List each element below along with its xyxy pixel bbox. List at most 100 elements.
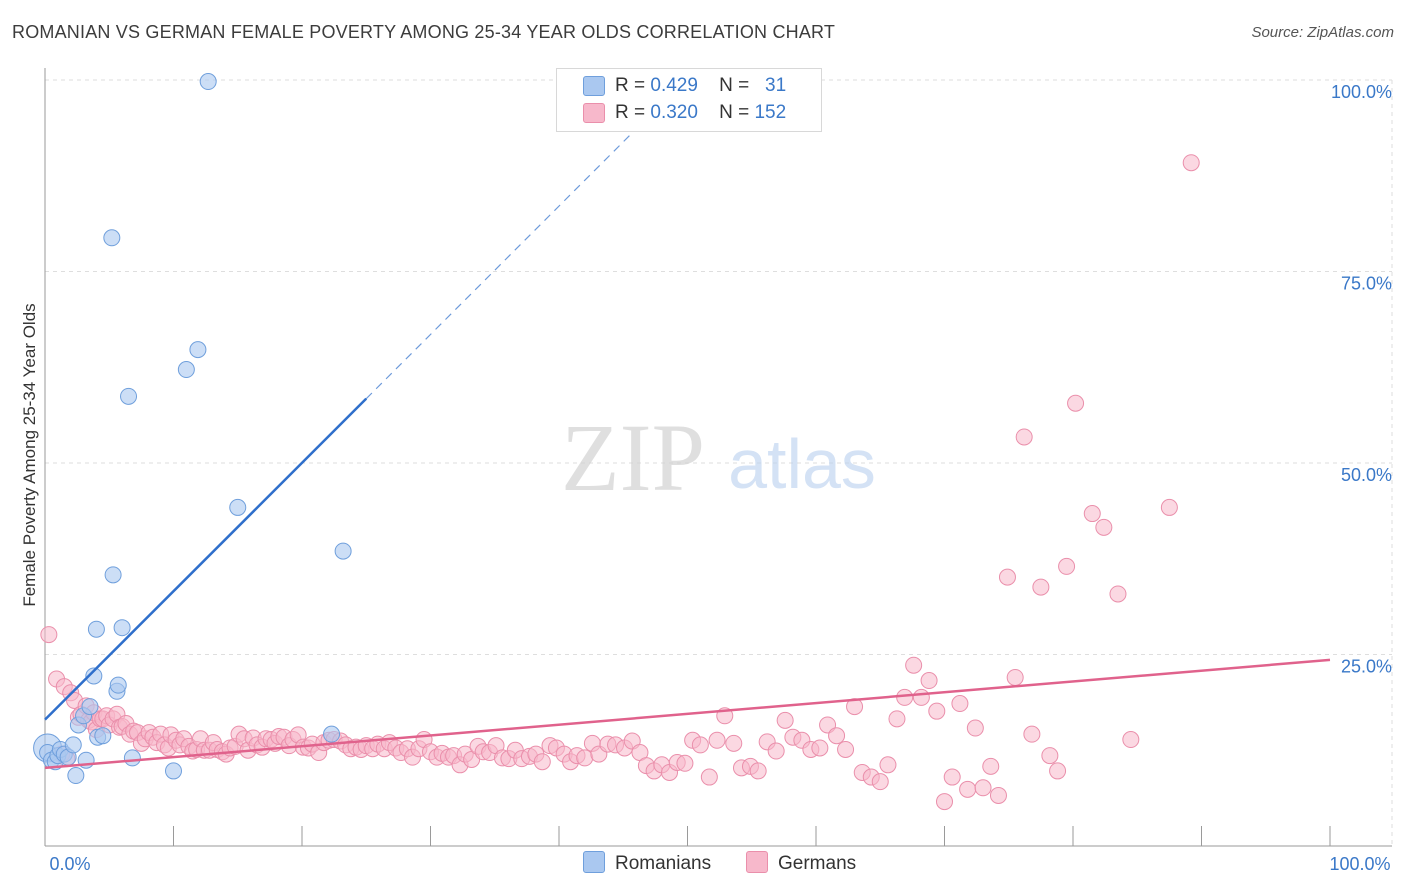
germans-point [1041, 747, 1059, 765]
x-tick-label: 0.0% [49, 854, 90, 874]
germans-point [1182, 154, 1200, 172]
watermark: ZIP atlas [561, 404, 876, 511]
romanians-point [165, 762, 182, 780]
germans-point [1006, 668, 1024, 686]
germans-point [912, 688, 930, 706]
legend-n-value: 31 [765, 75, 787, 96]
bottom-legend-germans: Germans [746, 851, 856, 876]
germans-point [1067, 394, 1085, 412]
germans-point [943, 768, 961, 786]
germans-point [1023, 725, 1041, 743]
chart-title: ROMANIAN VS GERMAN FEMALE POVERTY AMONG … [12, 22, 836, 42]
legend-n-label: N = [719, 75, 750, 96]
romanians-point [199, 73, 217, 91]
germans-point [1049, 762, 1067, 780]
germans-point [676, 754, 694, 772]
legend-r-value: 0.429 [650, 75, 698, 96]
romanians-point [103, 229, 121, 247]
germans-point [1015, 428, 1033, 446]
germans-point [1160, 498, 1178, 516]
bottom-legend-swatch-romanians [583, 851, 605, 873]
germans-point [888, 710, 906, 728]
germans-point [691, 736, 709, 754]
romanians-point [177, 361, 195, 379]
x-tick-label: 100.0% [1329, 854, 1390, 874]
germans-point [40, 626, 58, 644]
bottom-legend-label: Germans [778, 853, 857, 874]
romanians-point [123, 749, 141, 767]
tick-labels: 25.0% 50.0% 75.0% 100.0% 0.0% 100.0% [49, 82, 1392, 874]
germans-point [811, 739, 829, 757]
germans-point [959, 780, 977, 798]
legend-r-label: R = [615, 102, 646, 123]
germans-point [828, 727, 846, 745]
romanians-point [113, 619, 131, 637]
germans-point [837, 740, 855, 758]
bottom-legend-romanians: Romanians [583, 851, 711, 876]
germans-point [1095, 518, 1113, 536]
romanians-point [64, 736, 82, 754]
romanians-point [85, 667, 103, 685]
romanians-point [87, 620, 105, 638]
germans-point [1122, 731, 1140, 749]
germans-point [998, 568, 1016, 586]
germans-point [896, 688, 914, 706]
germans-point [776, 711, 794, 729]
y-tick-label: 100.0% [1331, 82, 1392, 102]
germans-point [871, 773, 889, 791]
germans-point [1083, 505, 1101, 523]
trend-lines [44, 128, 1331, 770]
romanians-point [104, 566, 122, 584]
bottom-legend-label: Romanians [615, 853, 712, 874]
romanians-trend-extension [365, 128, 637, 400]
germans-point [989, 786, 1007, 804]
axes [44, 68, 1392, 847]
legend-r-label: R = [615, 75, 646, 96]
germans-point [1109, 585, 1127, 603]
germans-point [1032, 578, 1050, 596]
germans-point [767, 742, 785, 760]
germans-point [974, 779, 992, 797]
romanians-point [67, 767, 85, 785]
germans-point [1058, 557, 1076, 575]
watermark-zip: ZIP [561, 404, 705, 511]
legend-swatch-romanians [583, 76, 605, 96]
germans-point [533, 753, 551, 771]
romanians-point [229, 498, 247, 516]
romanians-point [94, 727, 112, 745]
germans-trend-line [44, 658, 1331, 770]
chart-source: Source: ZipAtlas.com [1251, 24, 1394, 41]
y-axis-title: Female Poverty Among 25-34 Year Olds [20, 303, 39, 607]
germans-point [576, 749, 594, 767]
bottom-legend-swatch-germans [746, 851, 768, 873]
germans-point [928, 702, 946, 720]
germans-point [700, 768, 718, 786]
y-tick-label: 75.0% [1341, 274, 1392, 294]
germans-point [920, 672, 938, 690]
romanians-points [33, 73, 352, 785]
y-tick-label: 50.0% [1341, 465, 1392, 485]
watermark-atlas: atlas [728, 425, 876, 503]
germans-point [749, 762, 767, 780]
germans-point [936, 793, 953, 811]
legend-r-value: 0.320 [650, 102, 698, 123]
romanians-point [334, 542, 352, 560]
legend-swatch-germans [583, 103, 605, 123]
germans-point [725, 734, 743, 752]
correlation-legend: R = 0.429 N = 31 R = 0.320 N = 152 [556, 68, 822, 132]
romanians-point [323, 725, 341, 743]
germans-point [879, 756, 897, 774]
legend-n-label: N = [719, 102, 750, 123]
legend-n-value: 152 [754, 102, 787, 123]
romanians-point [109, 676, 127, 694]
germans-point [982, 757, 1000, 775]
germans-point [951, 695, 969, 713]
romanians-trend-line [44, 397, 368, 721]
y-tick-label: 25.0% [1341, 657, 1392, 677]
germans-point [966, 719, 984, 737]
romanians-point [120, 387, 138, 405]
germans-point [708, 731, 726, 749]
germans-point [905, 656, 923, 674]
romanians-point [189, 341, 207, 359]
romanians-point [81, 698, 99, 716]
